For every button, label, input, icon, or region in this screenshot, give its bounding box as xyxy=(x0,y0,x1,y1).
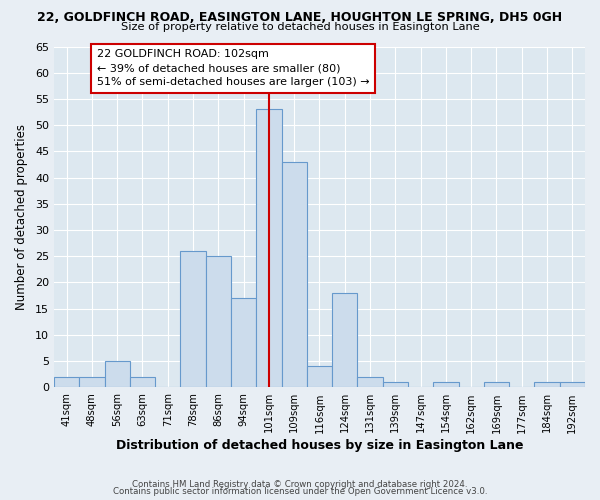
Text: Contains public sector information licensed under the Open Government Licence v3: Contains public sector information licen… xyxy=(113,487,487,496)
Text: Size of property relative to detached houses in Easington Lane: Size of property relative to detached ho… xyxy=(121,22,479,32)
Bar xyxy=(358,377,383,388)
Text: 22, GOLDFINCH ROAD, EASINGTON LANE, HOUGHTON LE SPRING, DH5 0GH: 22, GOLDFINCH ROAD, EASINGTON LANE, HOUG… xyxy=(37,11,563,24)
Bar xyxy=(383,382,408,388)
Bar xyxy=(54,377,79,388)
Bar xyxy=(104,361,130,388)
Bar xyxy=(79,377,104,388)
Text: 22 GOLDFINCH ROAD: 102sqm
← 39% of detached houses are smaller (80)
51% of semi-: 22 GOLDFINCH ROAD: 102sqm ← 39% of detac… xyxy=(97,49,370,87)
Bar xyxy=(307,366,332,388)
Bar xyxy=(535,382,560,388)
Bar xyxy=(256,110,281,388)
Bar xyxy=(484,382,509,388)
Bar xyxy=(433,382,458,388)
Bar xyxy=(332,293,358,388)
Bar xyxy=(560,382,585,388)
Bar xyxy=(130,377,155,388)
Y-axis label: Number of detached properties: Number of detached properties xyxy=(15,124,28,310)
X-axis label: Distribution of detached houses by size in Easington Lane: Distribution of detached houses by size … xyxy=(116,440,523,452)
Text: Contains HM Land Registry data © Crown copyright and database right 2024.: Contains HM Land Registry data © Crown c… xyxy=(132,480,468,489)
Bar xyxy=(281,162,307,388)
Bar xyxy=(231,298,256,388)
Bar xyxy=(181,251,206,388)
Bar xyxy=(206,256,231,388)
